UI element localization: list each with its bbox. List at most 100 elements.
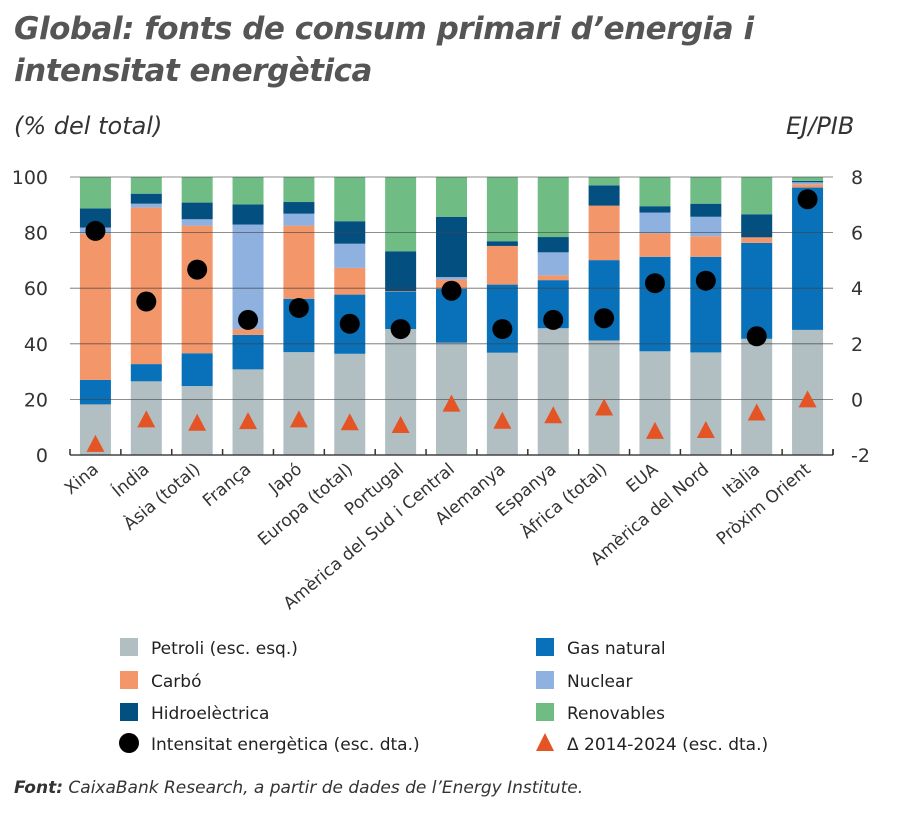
bar-segment — [486, 245, 518, 285]
legend-swatch — [536, 703, 554, 721]
delta-triangle — [747, 403, 766, 421]
intensity-dot — [543, 309, 564, 330]
delta-triangle — [493, 411, 512, 429]
source-text: CaixaBank Research, a partir de dades de… — [63, 778, 584, 798]
bar-segment — [537, 328, 569, 455]
bar-segment — [639, 256, 671, 352]
bar-segment — [537, 237, 569, 253]
bar-segment — [639, 233, 671, 257]
bar-segment — [232, 177, 264, 205]
bar-segment — [741, 237, 773, 243]
bar-segment — [690, 216, 722, 237]
bar-segment — [486, 284, 518, 353]
delta-triangle — [239, 412, 258, 430]
intensity-dot — [695, 270, 716, 291]
intensity-dot — [136, 291, 157, 312]
legend-label: Hidroelèctrica — [151, 704, 269, 724]
bar-segment — [385, 251, 417, 291]
y-tick-left: 0 — [36, 445, 48, 467]
bar-segment — [130, 193, 162, 204]
bar-segment — [283, 213, 315, 226]
bar-segment — [537, 177, 569, 238]
delta-triangle — [442, 394, 461, 412]
intensity-dot — [187, 259, 208, 280]
bar-segment — [181, 225, 213, 354]
y-tick-right: 4 — [851, 278, 863, 300]
delta-triangle — [544, 406, 563, 424]
bar-segment — [283, 177, 315, 203]
y-tick-left: 20 — [24, 389, 48, 411]
x-tick-label: Japó — [264, 460, 306, 500]
delta-triangle — [340, 413, 359, 431]
bar-segment — [690, 203, 722, 217]
delta-triangle — [696, 420, 715, 438]
bar-segment — [588, 185, 620, 206]
x-tick-label: Xina — [61, 460, 103, 499]
y-tick-right: -2 — [851, 445, 870, 467]
bar-segment — [79, 379, 111, 405]
bar-segment — [334, 267, 366, 295]
bar-segment — [588, 260, 620, 341]
legend-label: Petroli (esc. esq.) — [151, 639, 298, 659]
intensity-dot — [492, 319, 513, 340]
bar-segment — [334, 243, 366, 268]
chart-title: Global: fonts de consum primari d’energi… — [14, 11, 754, 89]
x-tick-label: Àfrica (total) — [516, 458, 611, 543]
legend-label: Δ 2014-2024 (esc. dta.) — [567, 735, 768, 755]
bar-segment — [181, 219, 213, 226]
delta-triangle — [289, 410, 308, 428]
delta-triangle — [137, 410, 156, 428]
delta-triangle — [798, 390, 817, 408]
delta-triangle — [645, 421, 664, 439]
legend-label: Intensitat energètica (esc. dta.) — [151, 735, 420, 755]
legend-label: Nuclear — [567, 672, 632, 692]
delta-triangle — [595, 398, 614, 416]
bar-segment — [741, 177, 773, 215]
bar-segment — [486, 352, 518, 455]
bar-segment — [792, 180, 824, 183]
bar-segment — [792, 184, 824, 188]
bar-segment — [232, 204, 264, 225]
legend-swatch — [536, 671, 554, 689]
intensity-dot — [390, 319, 411, 340]
intensity-dot — [238, 309, 259, 330]
legend-dot-icon — [119, 733, 139, 753]
bar-segment — [385, 177, 417, 252]
x-tick-label: Pròxim Orient — [713, 459, 815, 549]
legend-triangle-icon — [536, 733, 554, 751]
bar-segment — [690, 177, 722, 204]
bar-segment — [741, 338, 773, 455]
y-tick-right: 0 — [851, 389, 863, 411]
x-tick-label: Índia — [107, 458, 153, 502]
intensity-dot — [797, 189, 818, 210]
bar-segment — [181, 353, 213, 387]
bar-segment — [334, 353, 366, 455]
bar-segment — [537, 275, 569, 281]
bar-segment — [436, 277, 467, 280]
legend-swatch — [120, 671, 138, 689]
bar-segment — [588, 177, 620, 186]
intensity-dot — [288, 297, 309, 318]
intensity-dot — [746, 326, 767, 347]
bar-segment — [79, 177, 111, 209]
delta-triangle — [188, 413, 207, 431]
x-tick-label: França — [199, 460, 255, 512]
legend-swatch — [120, 703, 138, 721]
y-tick-left: 40 — [24, 334, 48, 356]
bar-segment — [385, 290, 417, 292]
legend-swatch — [120, 638, 138, 656]
delta-triangle — [391, 415, 410, 433]
legend-swatch — [536, 638, 554, 656]
bar-segment — [79, 233, 111, 380]
bar-segment — [130, 203, 162, 208]
bar-segment — [283, 202, 315, 214]
intensity-dot — [594, 308, 615, 329]
left-axis-label: (% del total) — [14, 112, 163, 140]
y-tick-left: 100 — [12, 167, 48, 189]
bar-segment — [181, 177, 213, 203]
bar-segment — [130, 364, 162, 382]
delta-triangle — [86, 434, 105, 452]
x-tick-label: EUA — [623, 459, 663, 497]
bar-segment — [588, 340, 620, 455]
